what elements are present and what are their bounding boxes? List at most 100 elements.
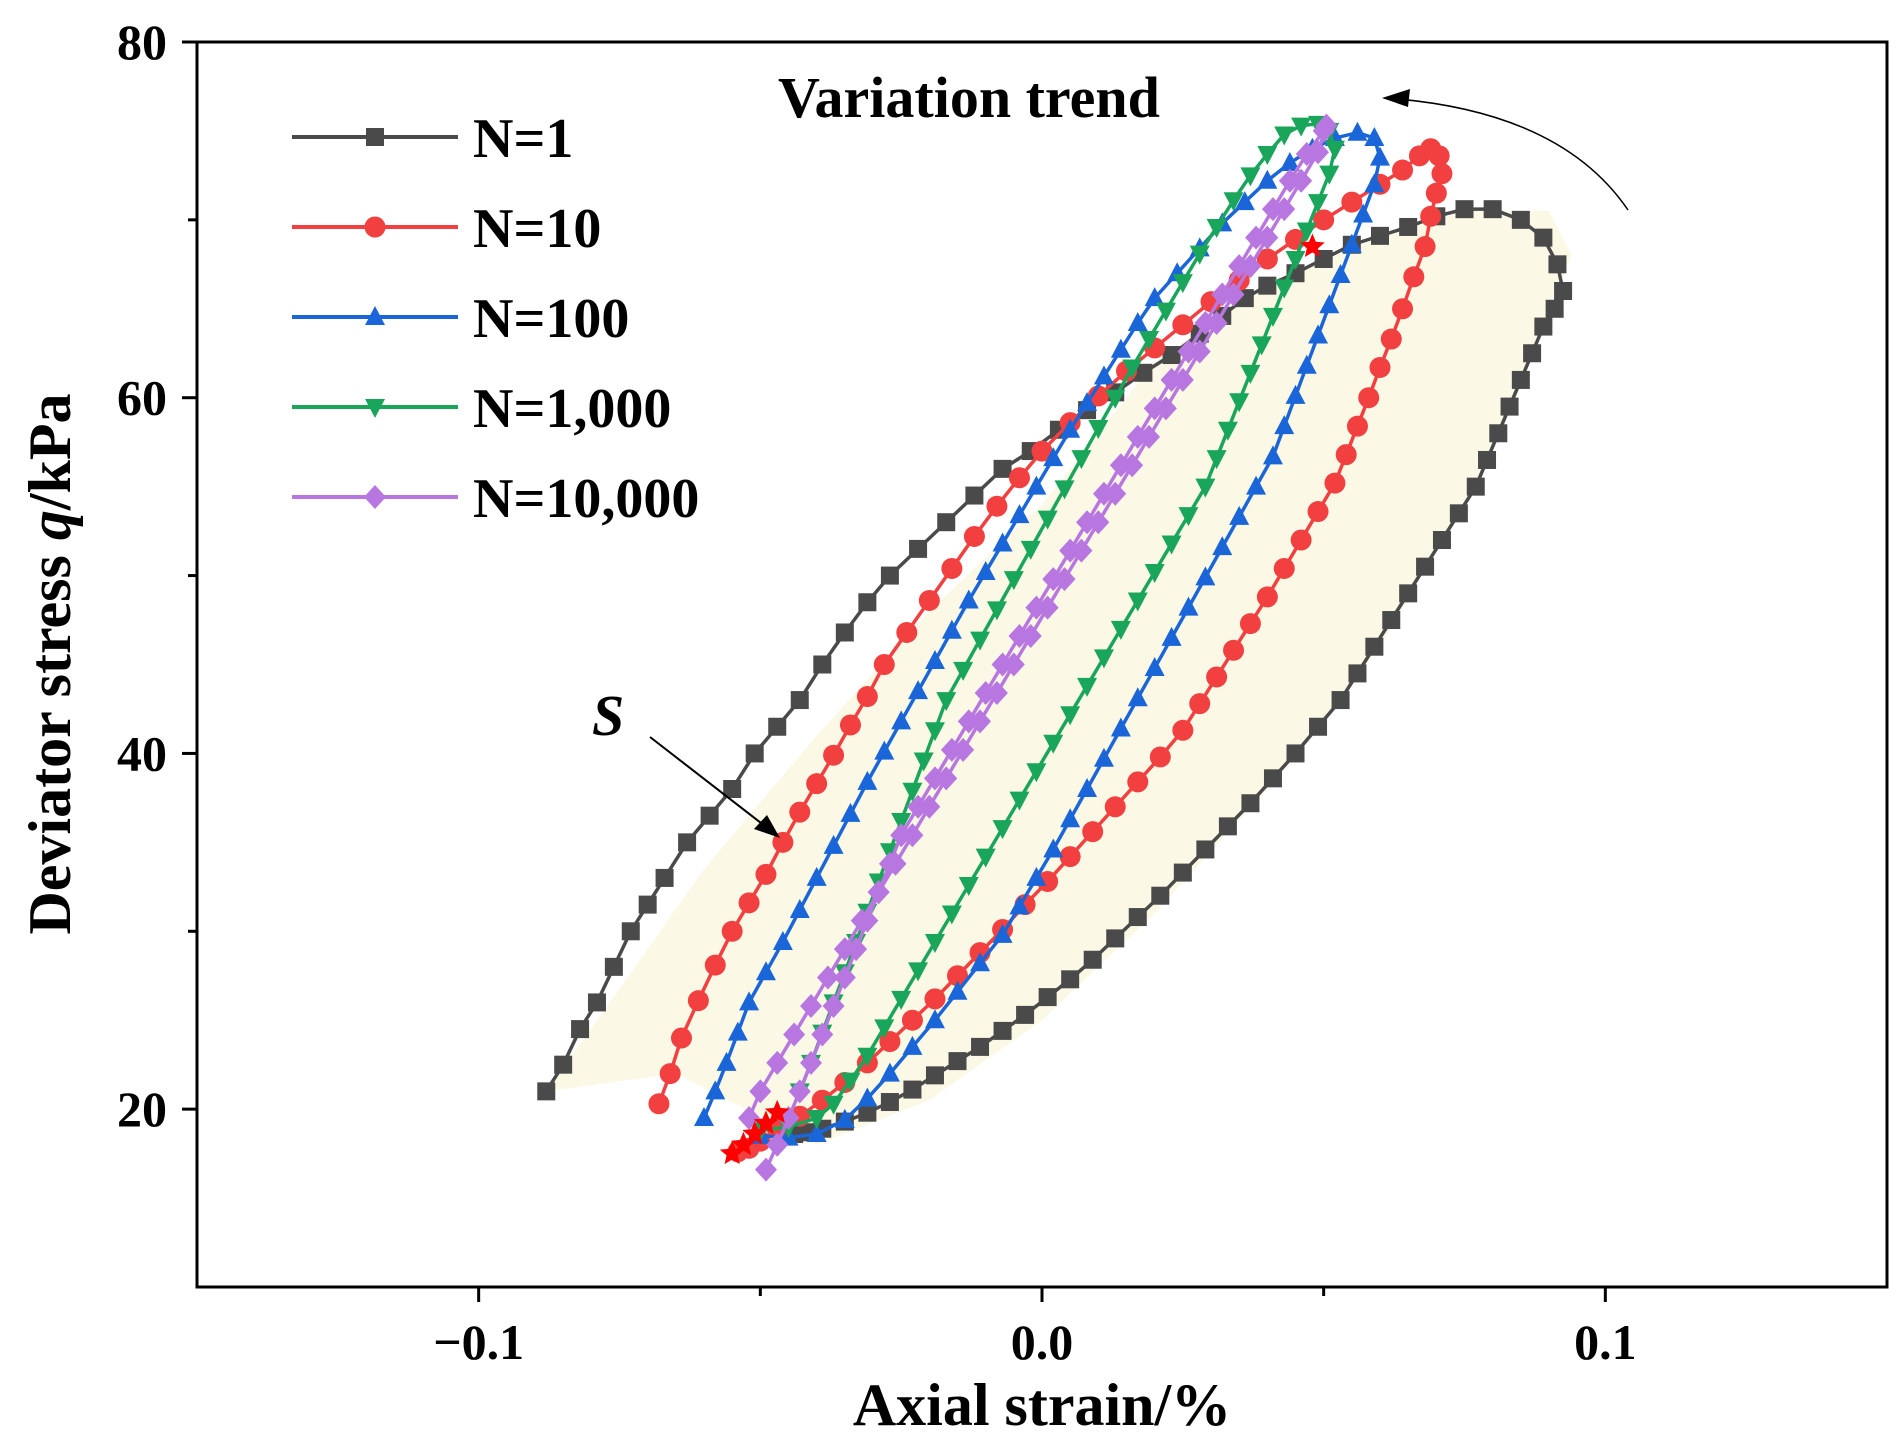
data-point-n-1-000 (1324, 140, 1345, 160)
data-point-n-1-000 (1223, 192, 1244, 212)
data-point-n-100 (694, 1107, 714, 1127)
data-point-n-10 (1346, 415, 1368, 437)
data-point-n-10-000 (816, 965, 839, 990)
data-point-n-1-000 (1037, 510, 1058, 530)
data-point-n-1-000 (1319, 165, 1340, 185)
data-point-n-100 (874, 740, 895, 760)
data-point-n-10-000 (1087, 510, 1110, 535)
data-point-n-100 (806, 866, 827, 886)
data-point-n-1-000 (924, 722, 945, 742)
data-point-n-10-000 (1307, 140, 1330, 165)
data-point-n-10 (806, 773, 828, 795)
data-point-n-10 (1172, 314, 1194, 336)
data-point-n-1 (909, 539, 928, 558)
data-point-n-10 (648, 1093, 670, 1115)
data-point-n-1 (1489, 424, 1508, 443)
data-point-n-100 (947, 980, 968, 1000)
data-point-n-100 (1161, 626, 1182, 646)
data-point-n-1-000 (1262, 307, 1283, 327)
data-point-n-1 (1500, 397, 1519, 416)
y-tick-label: 60 (117, 370, 167, 426)
data-point-n-1 (1511, 370, 1530, 389)
data-point-n-100 (1229, 505, 1250, 525)
data-point-n-10 (789, 801, 811, 823)
y-tick-label: 40 (117, 725, 167, 781)
data-point-n-1 (1162, 346, 1181, 365)
data-point-n-10-000 (1002, 652, 1025, 677)
star-marker (731, 1131, 756, 1156)
legend-marker (365, 399, 385, 418)
data-point-n-10-000 (800, 993, 823, 1018)
data-point-n-100 (1330, 263, 1351, 283)
data-point-n-1 (1534, 228, 1553, 247)
data-point-n-100 (1296, 354, 1317, 374)
star-markers (719, 233, 1325, 1165)
data-point-n-10-000 (884, 851, 907, 876)
data-point-n-1-000 (1088, 419, 1109, 439)
data-point-n-100 (705, 1080, 726, 1100)
data-point-n-10 (1380, 328, 1402, 350)
data-point-n-100 (1093, 747, 1114, 767)
data-point-n-1 (1196, 840, 1215, 859)
data-point-n-10 (1420, 205, 1442, 227)
data-point-n-10 (1127, 771, 1149, 793)
data-point-n-1 (880, 1093, 899, 1112)
data-point-n-1 (537, 1082, 556, 1101)
x-tick-label: 0.1 (1574, 1314, 1637, 1370)
data-point-n-100 (857, 770, 878, 790)
data-point-n-1-000 (1257, 146, 1278, 166)
data-point-n-100 (1195, 566, 1216, 586)
data-point-n-100 (924, 1009, 945, 1029)
legend-label: N=10 (473, 198, 601, 260)
data-point-n-1-000 (941, 905, 962, 925)
data-point-n-1-000 (1172, 274, 1193, 294)
data-point-n-1 (1548, 255, 1567, 274)
data-point-n-1 (880, 566, 899, 585)
data-point-n-10-000 (867, 880, 890, 905)
data-point-n-1 (965, 486, 984, 505)
data-point-n-10-000 (1008, 624, 1031, 649)
data-point-n-1-000 (1003, 571, 1024, 591)
data-point-n-1 (937, 513, 956, 532)
data-point-n-100 (908, 680, 929, 700)
data-point-n-100 (1341, 233, 1362, 253)
data-point-n-10-000 (850, 908, 873, 933)
data-point-n-10-000 (952, 737, 975, 762)
data-point-n-1 (1151, 886, 1170, 905)
data-point-n-100 (970, 952, 991, 972)
data-point-n-1 (1399, 584, 1418, 603)
data-point-n-1 (1478, 450, 1497, 469)
data-point-n-1-000 (1189, 245, 1210, 265)
data-point-n-100 (1026, 475, 1047, 495)
data-point-n-10-000 (974, 680, 997, 705)
data-point-n-1 (1365, 637, 1384, 656)
data-point-n-100 (975, 561, 996, 581)
data-point-n-100 (1127, 687, 1148, 707)
data-point-n-10-000 (1211, 282, 1234, 307)
data-point-n-10 (1256, 586, 1278, 608)
data-point-n-1 (1455, 200, 1474, 219)
data-point-n-10 (811, 1089, 833, 1111)
data-point-n-100 (1093, 365, 1114, 385)
data-point-n-1 (1348, 664, 1367, 683)
data-point-n-10-000 (1290, 168, 1313, 193)
data-point-n-10 (1425, 182, 1447, 204)
x-axis-title: Axial strain/% (853, 1372, 1231, 1438)
legend-item-n-1-000: N=1,000 (292, 378, 671, 440)
data-point-n-10-000 (1109, 453, 1132, 478)
data-point-n-10-000 (1143, 396, 1166, 421)
data-point-n-100 (755, 961, 776, 981)
data-point-n-100 (1353, 203, 1374, 223)
data-point-n-10-000 (1019, 624, 1042, 649)
data-point-n-100 (1212, 536, 1233, 556)
data-point-n-100 (1110, 717, 1131, 737)
data-point-n-10 (1431, 163, 1453, 185)
data-point-n-1-000 (1240, 167, 1261, 187)
data-point-n-100 (1364, 127, 1385, 147)
data-point-n-10 (896, 621, 918, 643)
data-point-n-1 (1511, 210, 1530, 229)
data-point-n-10 (1189, 693, 1211, 715)
data-point-n-10-000 (1059, 538, 1082, 563)
data-point-n-10-000 (957, 709, 980, 734)
data-point-n-10-000 (1228, 254, 1251, 279)
